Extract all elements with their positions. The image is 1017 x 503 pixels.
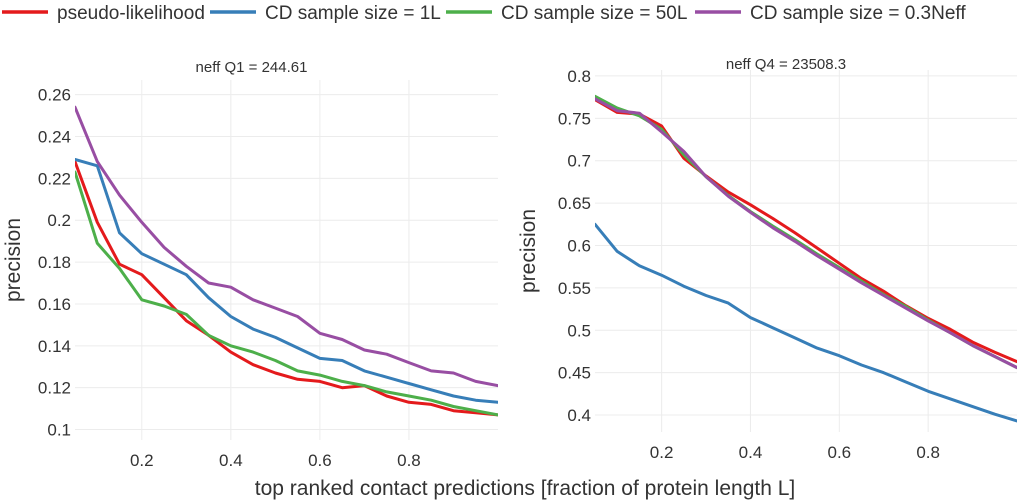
panel-title: neff Q1 = 244.61 — [196, 59, 308, 76]
x-tick-label: 0.2 — [130, 451, 154, 470]
legend-entry[interactable]: pseudo-likelihood — [2, 3, 205, 24]
legend: pseudo-likelihood CD sample size = 1L CD s… — [2, 3, 966, 24]
panel-title: neff Q4 = 23508.3 — [726, 56, 846, 73]
series-line-cd-sample-size-1l — [595, 222, 1017, 423]
series-line-cd-sample-size-50l — [75, 170, 498, 417]
y-tick-label: 0.55 — [558, 279, 591, 298]
y-tick-label: 0.6 — [567, 236, 591, 255]
panel-q4: 0.4 0.45 0.5 0.55 0.6 0.65 0.7 0.75 0.8 0.2 0.4 0.6… — [517, 56, 1017, 462]
x-tick-label: 0.6 — [308, 451, 332, 470]
y-tick-label: 0.22 — [38, 169, 71, 188]
x-tick-label: 0.8 — [916, 443, 940, 462]
grid — [75, 80, 498, 440]
series-group — [595, 94, 1017, 423]
series-line-cd-sample-size-0-3neff — [75, 105, 498, 388]
y-tick-label: 0.18 — [38, 253, 71, 272]
x-tick-label: 0.8 — [397, 451, 421, 470]
x-tick-label: 0.4 — [219, 451, 243, 470]
legend-entry[interactable]: CD sample size = 50L — [446, 3, 687, 24]
legend-entry[interactable]: CD sample size = 1L — [210, 3, 441, 24]
y-axis-title: precision — [2, 218, 25, 302]
legend-label: CD sample size = 1L — [265, 3, 441, 24]
x-tick-label: 0.2 — [650, 443, 674, 462]
y-tick-label: 0.26 — [38, 86, 71, 105]
x-axis-title: top ranked contact predictions [fraction… — [255, 477, 796, 500]
y-tick-label: 0.8 — [567, 67, 591, 86]
series-group — [75, 105, 498, 417]
y-tick-label: 0.24 — [38, 128, 71, 147]
y-tick-label: 0.14 — [38, 337, 71, 356]
series-line-cd-sample-size-50l — [595, 94, 1017, 370]
y-tick-label: 0.65 — [558, 194, 591, 213]
series-line-cd-sample-size-1l — [75, 158, 498, 404]
series-line-pseudo-likelihood — [595, 98, 1017, 364]
legend-label: CD sample size = 0.3Neff — [750, 3, 966, 24]
y-tick-label: 0.2 — [47, 211, 71, 230]
y-tick-label: 0.4 — [567, 406, 591, 425]
y-tick-label: 0.5 — [567, 321, 591, 340]
panel-q1: 0.1 0.12 0.14 0.16 0.18 0.2 0.22 0.24 0.26 0.2 0.4… — [2, 59, 498, 470]
y-axis-title: precision — [517, 209, 540, 293]
y-tick-label: 0.75 — [558, 109, 591, 128]
legend-label: pseudo-likelihood — [57, 3, 205, 24]
y-tick-label: 0.1 — [47, 421, 71, 440]
y-tick-label: 0.12 — [38, 379, 71, 398]
series-line-cd-sample-size-0-3neff — [595, 97, 1017, 370]
legend-entry[interactable]: CD sample size = 0.3Neff — [695, 3, 966, 24]
x-tick-label: 0.6 — [827, 443, 851, 462]
y-tick-label: 0.7 — [567, 152, 591, 171]
y-tick-label: 0.45 — [558, 364, 591, 383]
y-tick-label: 0.16 — [38, 295, 71, 314]
series-line-pseudo-likelihood — [75, 160, 498, 417]
legend-label: CD sample size = 50L — [501, 3, 687, 24]
x-tick-label: 0.4 — [739, 443, 763, 462]
